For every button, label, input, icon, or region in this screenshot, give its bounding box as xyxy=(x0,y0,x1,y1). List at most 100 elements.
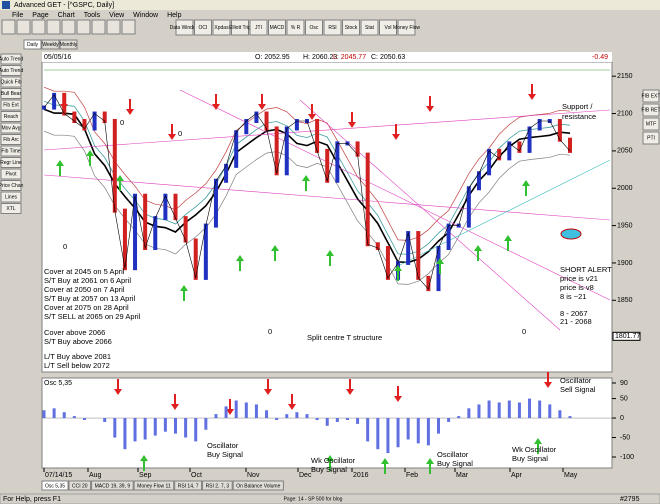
toolbar-label[interactable]: Stock xyxy=(345,25,358,31)
menu-item[interactable]: Chart xyxy=(58,12,75,19)
left-tool[interactable] xyxy=(0,99,22,111)
left-tool-label[interactable]: Lines xyxy=(5,194,17,200)
toolbar-button[interactable] xyxy=(342,19,360,36)
left-tool-label[interactable]: Bull Bear xyxy=(1,91,22,97)
left-tool[interactable] xyxy=(0,76,22,88)
indicator-tab-label[interactable]: MACD 19, 39, 9 xyxy=(95,483,131,489)
left-tool[interactable] xyxy=(0,180,22,191)
left-tool-label[interactable]: Auto Trend xyxy=(0,56,23,62)
toolbar-icon[interactable] xyxy=(16,19,31,35)
indicator-tab[interactable] xyxy=(133,480,175,491)
toolbar-icon[interactable] xyxy=(1,19,16,35)
left-tool[interactable] xyxy=(0,88,22,99)
toolbar-button[interactable] xyxy=(249,19,268,36)
toolbar-label[interactable]: OCI xyxy=(199,25,208,31)
toolbar-label[interactable]: RSI xyxy=(328,25,336,31)
menu-item[interactable]: Window xyxy=(133,12,159,19)
envelope xyxy=(43,100,571,255)
trade-note: S/T SELL at 2065 on 29 April xyxy=(44,312,141,321)
indicator-tab-label[interactable]: RSI 2, 7, 3 xyxy=(206,483,230,489)
toolbar-label[interactable]: Elliott Trig xyxy=(229,25,251,31)
left-tool[interactable] xyxy=(0,134,22,145)
toolbar-button[interactable] xyxy=(212,19,231,36)
indicator-tab-label[interactable]: Osc 5,35 xyxy=(45,483,65,489)
left-tool-label[interactable]: Auto Trend xyxy=(0,68,23,74)
indicator-tab-label[interactable]: Money Flow 11 xyxy=(137,483,171,489)
toolbar-button[interactable] xyxy=(397,19,416,36)
right-tool[interactable] xyxy=(642,103,660,117)
toolbar-button[interactable] xyxy=(323,19,342,36)
toolbar-icon[interactable] xyxy=(91,19,106,35)
left-tool[interactable] xyxy=(0,203,22,214)
indicator-tab-label[interactable]: On Balance Volume xyxy=(236,483,280,489)
left-tool-label[interactable]: XTL xyxy=(6,206,15,212)
toolbar-icon[interactable] xyxy=(76,19,91,35)
toolbar-button[interactable] xyxy=(231,19,249,36)
left-tool[interactable] xyxy=(0,191,22,203)
toolbar-label[interactable]: Stat xyxy=(365,25,375,31)
left-tool-label[interactable]: Mov Avg xyxy=(1,125,20,131)
period-tab[interactable] xyxy=(59,39,78,50)
indicator-tab[interactable] xyxy=(68,480,92,491)
toolbar-button[interactable] xyxy=(360,19,379,36)
right-tool-label[interactable]: PTI xyxy=(647,135,655,141)
right-tool-label[interactable]: FIB RET xyxy=(641,107,660,113)
left-tool[interactable] xyxy=(0,65,22,76)
period-tab-label[interactable]: Weekly xyxy=(42,42,59,48)
toolbar-button[interactable] xyxy=(379,19,397,36)
indicator-tab-label[interactable]: RSI 14, 7 xyxy=(178,483,199,489)
right-tool-label[interactable]: MTF xyxy=(646,121,656,127)
left-tool[interactable] xyxy=(0,145,22,157)
toolbar-button[interactable] xyxy=(286,19,305,36)
toolbar-label[interactable]: Osc xyxy=(310,25,319,31)
toolbar-label[interactable]: Xpdas xyxy=(214,25,229,31)
toolbar-label[interactable]: Vol xyxy=(385,25,392,31)
left-tool-label[interactable]: Fib Ext xyxy=(3,102,19,108)
indicator-tab[interactable] xyxy=(41,480,69,491)
menu-item[interactable]: View xyxy=(109,12,125,19)
toolbar-button[interactable] xyxy=(305,19,323,36)
left-tool[interactable] xyxy=(0,122,22,134)
right-tool[interactable] xyxy=(642,131,660,145)
toolbar-icon[interactable] xyxy=(106,19,121,35)
menu-item[interactable]: Help xyxy=(167,12,182,19)
toolbar-icon[interactable] xyxy=(61,19,76,35)
left-tool-label[interactable]: Pivot xyxy=(5,171,17,177)
right-tool[interactable] xyxy=(642,89,660,103)
left-tool[interactable] xyxy=(0,168,22,180)
menu-item[interactable]: Tools xyxy=(84,12,101,19)
toolbar-label[interactable]: Money Flow xyxy=(393,25,420,31)
toolbar-button[interactable] xyxy=(175,19,194,36)
menu-item[interactable]: File xyxy=(12,12,23,19)
left-tool-label[interactable]: Reach xyxy=(4,114,19,120)
period-tab-label[interactable]: Monthly xyxy=(60,42,78,48)
right-tool-label[interactable]: FIB EXT xyxy=(642,93,660,99)
left-tool-label[interactable]: Price Chan xyxy=(0,183,24,189)
toolbar-label[interactable]: % R xyxy=(291,25,301,31)
indicator-tab[interactable] xyxy=(232,480,284,491)
left-tool-label[interactable]: Regr Line xyxy=(0,160,22,166)
toolbar-icon[interactable] xyxy=(46,19,61,35)
indicator-tab-label[interactable]: CCI 20 xyxy=(72,483,88,489)
period-tab[interactable] xyxy=(23,39,42,50)
indicator-tab[interactable] xyxy=(202,480,233,491)
left-tool[interactable] xyxy=(0,111,22,122)
toolbar-label[interactable]: Data Window xyxy=(170,25,200,31)
toolbar-button[interactable] xyxy=(194,19,212,36)
toolbar-button[interactable] xyxy=(268,19,286,36)
toolbar-label[interactable]: MACD xyxy=(270,25,285,31)
right-tool[interactable] xyxy=(642,117,660,131)
menu-item[interactable]: Page xyxy=(32,12,48,19)
period-tab[interactable] xyxy=(41,39,60,50)
toolbar-icon[interactable] xyxy=(121,19,136,35)
indicator-tab[interactable] xyxy=(91,480,134,491)
left-tool-label[interactable]: Quick Fib xyxy=(0,79,21,85)
indicator-tab[interactable] xyxy=(174,480,203,491)
left-tool[interactable] xyxy=(0,157,22,168)
toolbar-label[interactable]: JTI xyxy=(255,25,262,31)
toolbar-icon[interactable] xyxy=(31,19,46,35)
left-tool[interactable] xyxy=(0,53,22,65)
left-tool-label[interactable]: Fib Arc xyxy=(3,137,19,143)
left-tool-label[interactable]: Fib Time xyxy=(1,148,20,154)
period-tab-label[interactable]: Daily xyxy=(27,42,39,48)
